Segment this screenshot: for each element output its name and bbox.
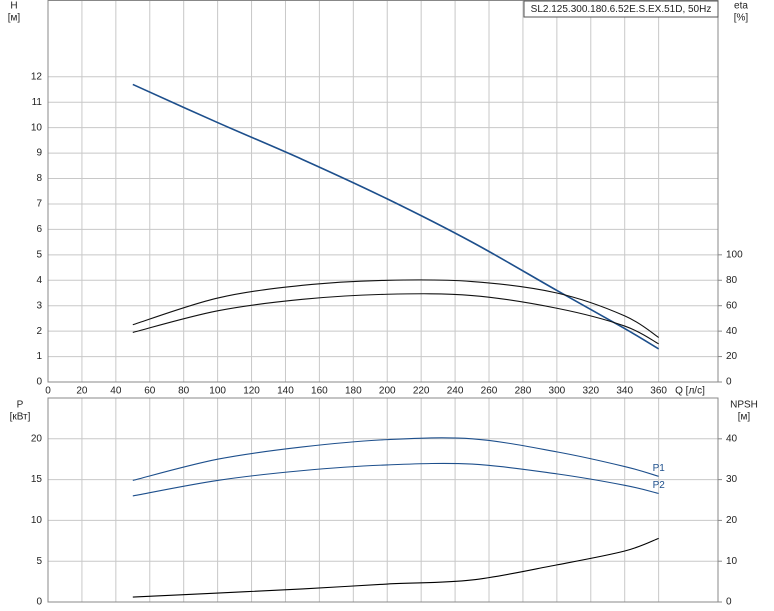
y-tick-label: 8 (36, 173, 42, 184)
x-tick-label: 260 (481, 386, 498, 397)
x-tick-label: 40 (110, 386, 122, 397)
y2-tick-label: 40 (726, 326, 738, 337)
x-tick-label: 120 (243, 386, 260, 397)
x-label: Q [л/с] (675, 386, 705, 397)
y-tick-label: 6 (36, 224, 42, 235)
y-tick-label: 5 (36, 556, 42, 567)
y-unit: [кВт] (10, 412, 31, 423)
y2-label: eta (734, 1, 748, 12)
y2-tick-label: 20 (726, 515, 738, 526)
x-tick-label: 200 (379, 386, 396, 397)
y-tick-label: 12 (31, 71, 43, 82)
y-tick-label: 9 (36, 148, 42, 159)
curve-label: P1 (653, 463, 666, 474)
x-tick-label: 160 (311, 386, 328, 397)
y2-tick-label: 100 (726, 249, 743, 260)
y2-tick-label: 0 (726, 377, 732, 388)
y-tick-label: 20 (31, 433, 43, 444)
x-tick-label: 180 (345, 386, 362, 397)
curve (132, 537, 659, 598)
y-tick-label: 7 (36, 199, 42, 210)
x-tick-label: 100 (209, 386, 226, 397)
x-tick-label: 300 (549, 386, 566, 397)
y-tick-label: 1 (36, 351, 42, 362)
grid-layer (47, 0, 718, 603)
y2-tick-label: 80 (726, 275, 738, 286)
y-tick-label: 15 (31, 474, 43, 485)
y-tick-label: 3 (36, 300, 42, 311)
y-tick-label: 2 (36, 326, 42, 337)
y2-tick-label: 40 (726, 433, 738, 444)
curve (132, 437, 659, 481)
y-label: H (10, 1, 17, 12)
curve-label: P2 (653, 480, 666, 491)
top-frame (47, 0, 719, 383)
y-tick-label: 10 (31, 122, 43, 133)
y2-tick-label: 0 (726, 597, 732, 608)
y-tick-label: 0 (36, 597, 42, 608)
x-tick-label: 0 (45, 386, 51, 397)
y2-tick-label: 10 (726, 556, 738, 567)
y-label: P (17, 400, 24, 411)
y2-unit: [м] (738, 412, 751, 423)
x-tick-label: 280 (515, 386, 532, 397)
y2-label: NPSH (730, 400, 758, 411)
y-tick-label: 11 (32, 97, 43, 108)
x-tick-label: 220 (413, 386, 430, 397)
x-tick-label: 140 (277, 386, 294, 397)
x-tick-label: 360 (650, 386, 667, 397)
x-tick-label: 60 (144, 386, 156, 397)
y2-tick-label: 30 (726, 474, 738, 485)
y-unit: [м] (8, 13, 21, 24)
x-tick-label: 240 (447, 386, 464, 397)
y-tick-label: 0 (36, 377, 42, 388)
y-tick-label: 4 (36, 275, 42, 286)
x-tick-label: 340 (616, 386, 633, 397)
y2-tick-label: 20 (726, 351, 738, 362)
y-tick-label: 5 (36, 249, 42, 260)
curve (132, 293, 659, 345)
model-box (523, 0, 719, 18)
y-tick-label: 10 (31, 515, 43, 526)
chart-title: SL2.125.300.180.6.52E.S.EX.51D, 50Hz (531, 4, 712, 15)
curve (132, 462, 659, 497)
x-tick-label: 80 (178, 386, 190, 397)
y2-unit: [%] (734, 13, 749, 24)
x-tick-label: 20 (76, 386, 88, 397)
bottom-frame (47, 397, 719, 603)
y2-tick-label: 60 (726, 300, 738, 311)
x-tick-label: 320 (582, 386, 599, 397)
curve (132, 279, 659, 338)
curve (132, 83, 660, 350)
